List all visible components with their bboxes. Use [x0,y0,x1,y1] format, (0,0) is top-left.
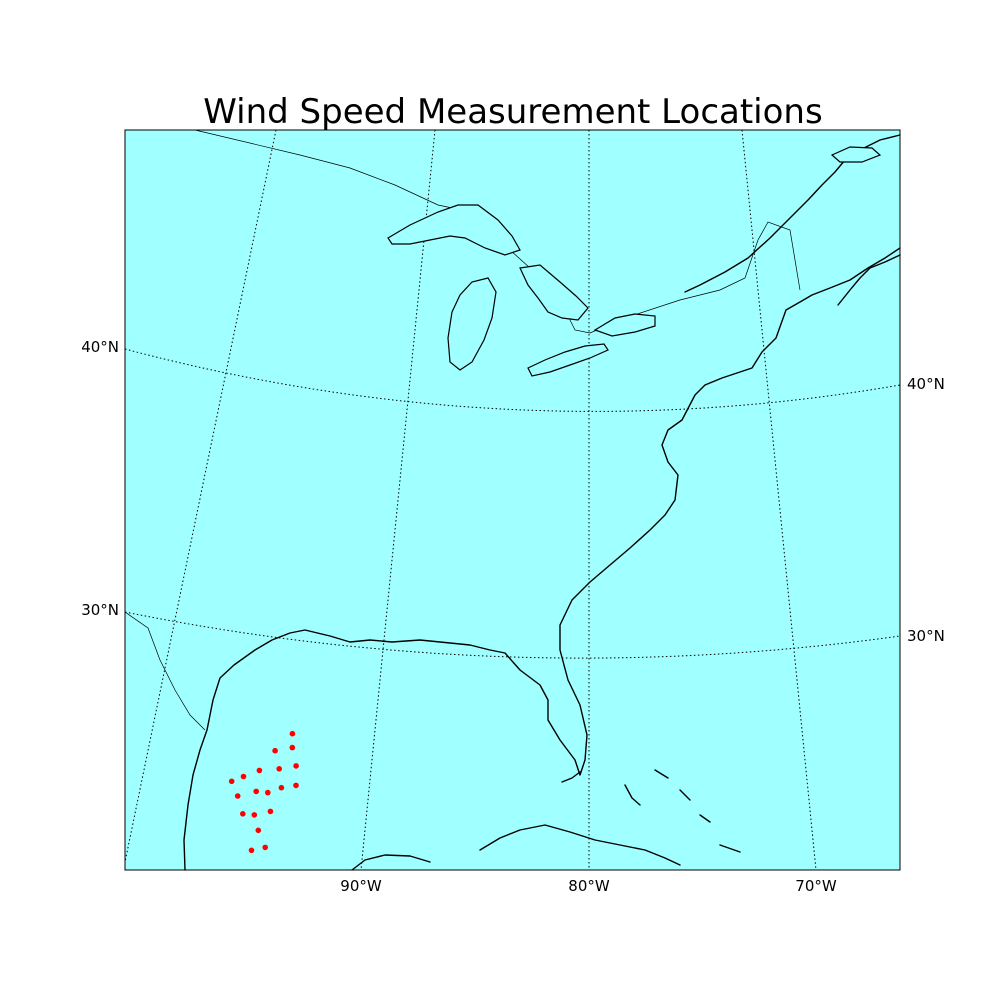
parallel-label-right-40n: 40°N [907,375,945,393]
lake-ontario [593,313,656,337]
parallel-30n-line [124,611,901,659]
nova-scotia-coastline [837,254,901,306]
measurement-point-4 [228,778,235,785]
florida-keys-coastline [561,771,581,783]
measurement-point-10 [253,788,259,795]
meridian-95w-line [124,129,277,863]
measurement-point-17 [255,827,262,834]
cuba-coastline [479,824,681,866]
measurement-point-15 [251,812,258,818]
measurement-point-5 [240,773,247,780]
map-frame [124,129,901,871]
measurement-point-13 [293,782,299,789]
measurement-point-9 [234,793,241,799]
gulf-coast-coastline [183,247,901,871]
lake-st-john [830,146,882,163]
meridian-label-90w: 90°W [340,877,382,895]
measurement-point-12 [278,784,285,791]
lake-erie [527,343,609,377]
bahamas-coastline [624,769,741,853]
parallel-label-left-40n: 40°N [81,338,119,356]
great-lakes [387,146,882,377]
graticule [124,129,901,871]
measurement-point-18 [248,847,255,854]
meridian-labels: 90°W 80°W 70°W [340,877,837,895]
lake-superior [387,204,521,256]
parallel-label-right-30n: 30°N [907,627,945,645]
measurement-point-1 [289,730,296,737]
lake-huron [519,264,589,321]
map-title: Wind Speed Measurement Locations [203,92,822,132]
map-panel [124,129,901,871]
measurement-markers [228,730,299,854]
map-background [125,130,900,870]
measurement-point-14 [240,811,246,817]
yucatan-coastline [351,854,431,871]
measurement-point-11 [265,789,271,796]
measurement-point-16 [267,808,274,815]
measurement-point-6 [256,767,263,774]
meridian-label-70w: 70°W [795,877,837,895]
measurement-point-7 [276,766,283,772]
us-mexico-border [124,611,206,731]
measurement-point-8 [293,763,299,769]
parallel-labels: 40°N 30°N 40°N 30°N [81,338,945,645]
parallel-label-left-30n: 30°N [81,601,119,619]
measurement-point-19 [262,844,269,851]
lake-michigan [447,277,497,371]
measurement-point-3 [289,744,296,751]
parallel-40n-line [124,348,901,412]
measurement-point-2 [272,747,278,754]
meridian-label-80w: 80°W [568,877,610,895]
